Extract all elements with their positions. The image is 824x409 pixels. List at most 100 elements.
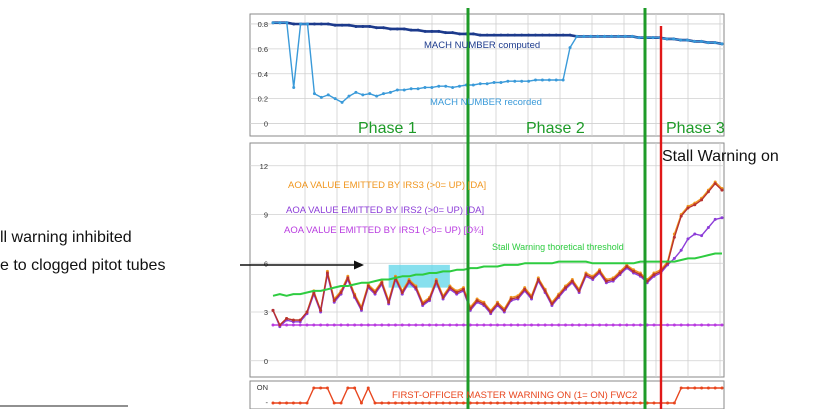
data-point-2-2-65 [713,217,717,221]
data-point-2-4-61 [686,206,690,210]
data-point-1-2-21 [416,87,420,91]
data-point-1-1-34 [506,33,510,37]
data-point-1-2-39 [540,78,544,82]
data-point-2-4-32 [489,310,493,314]
data-point-2-4-41 [550,302,554,306]
data-point-2-3-16 [380,323,384,327]
data-point-2-4-35 [509,297,513,301]
data-point-3-1-42 [557,401,561,405]
data-point-3-1-6 [312,386,316,390]
data-point-2-3-27 [455,323,459,327]
data-point-2-3-45 [577,323,581,327]
data-point-3-1-53 [632,401,636,405]
data-point-3-1-8 [325,386,329,390]
data-point-1-2-17 [388,90,392,94]
data-point-2-3-25 [441,323,445,327]
data-point-1-2-32 [492,80,496,84]
data-point-3-1-65 [713,386,717,390]
data-point-1-2-63 [706,41,710,45]
aoa-irs3-label: AOA VALUE EMITTED BY IRS3 (>0= UP) [DA] [288,180,486,191]
data-point-1-2-23 [430,85,434,89]
data-point-2-3-12 [353,323,357,327]
data-point-1-2-53 [637,36,641,40]
aoa-irs2-label: AOA VALUE EMITTED BY IRS2 (>0= UP) [DA] [286,205,484,216]
data-point-1-2-35 [513,79,517,83]
data-point-2-4-56 [652,273,656,277]
data-point-2-2-63 [700,234,704,238]
data-point-2-4-12 [353,294,357,298]
data-point-3-1-46 [584,401,588,405]
data-point-2-4-59 [672,235,676,239]
data-point-3-1-49 [604,401,608,405]
data-point-3-1-0 [271,401,275,405]
data-point-1-1-17 [388,27,392,31]
data-point-2-4-40 [543,289,547,293]
data-point-1-1-38 [533,33,537,37]
data-point-2-3-17 [387,323,391,327]
data-point-3-1-56 [652,401,656,405]
data-point-1-2-22 [423,85,427,89]
data-point-2-3-31 [482,323,486,327]
data-point-2-4-53 [632,269,636,273]
data-point-2-3-47 [591,323,595,327]
data-point-3-1-66 [720,386,724,390]
ytick-label-2-0: 0 [264,357,268,366]
data-point-2-3-0 [271,323,275,327]
data-point-2-4-22 [421,302,425,306]
data-point-3-1-15 [373,401,377,405]
data-point-2-4-29 [468,307,472,311]
data-point-2-3-5 [305,323,309,327]
data-point-3-1-13 [359,401,363,405]
data-point-1-2-16 [382,92,386,96]
series-line-2-5 [272,252,722,297]
ytick-label-2-3: 9 [264,211,268,220]
data-point-3-1-54 [638,401,642,405]
data-point-3-1-10 [339,401,343,405]
data-point-2-4-4 [298,318,302,322]
data-point-1-2-48 [603,34,607,38]
data-point-1-1-16 [382,26,386,30]
clogged-pitot-highlight-box [388,264,450,288]
data-point-2-3-44 [570,323,574,327]
data-point-3-1-18 [393,401,397,405]
phase-3-label: Phase 3 [666,120,725,137]
data-point-1-2-40 [547,78,551,82]
data-point-1-2-55 [651,36,655,40]
data-point-2-4-19 [400,291,404,294]
data-point-2-3-15 [373,323,377,327]
data-point-1-1-8 [326,22,330,26]
data-point-1-2-5 [306,22,310,26]
data-point-1-2-37 [527,79,531,83]
data-point-1-1-6 [312,22,316,26]
data-point-1-2-51 [623,34,627,38]
data-point-2-3-19 [400,323,404,327]
data-point-3-1-21 [414,401,418,405]
data-point-3-1-58 [666,401,670,405]
data-point-3-1-37 [523,401,527,405]
data-point-1-2-27 [458,84,462,88]
data-point-2-3-9 [332,323,336,327]
data-point-1-1-30 [478,33,482,37]
data-point-3-1-38 [530,401,534,405]
data-point-1-1-32 [492,33,496,37]
data-point-1-1-12 [354,24,358,28]
data-point-1-2-24 [437,84,441,88]
data-point-2-4-47 [591,276,595,280]
data-point-1-2-61 [692,39,696,43]
data-point-1-2-15 [375,94,379,98]
data-point-2-4-43 [564,286,568,290]
data-point-2-4-49 [604,279,608,283]
data-point-3-1-1 [278,401,282,405]
data-point-1-2-31 [485,82,489,86]
data-point-3-1-22 [421,401,425,405]
ytick-label-2-1: 3 [264,308,268,317]
data-point-3-1-62 [693,386,697,390]
data-point-2-2-64 [706,226,710,229]
mach-computed-label: MACH NUMBER computed [424,40,540,51]
data-point-2-3-54 [638,323,642,327]
data-point-1-1-19 [402,27,406,31]
data-point-3-1-61 [686,386,690,390]
inhibited-annotation-line2: e to clogged pitot tubes [0,257,165,274]
data-point-3-1-60 [679,386,683,390]
data-point-3-1-17 [387,401,391,405]
